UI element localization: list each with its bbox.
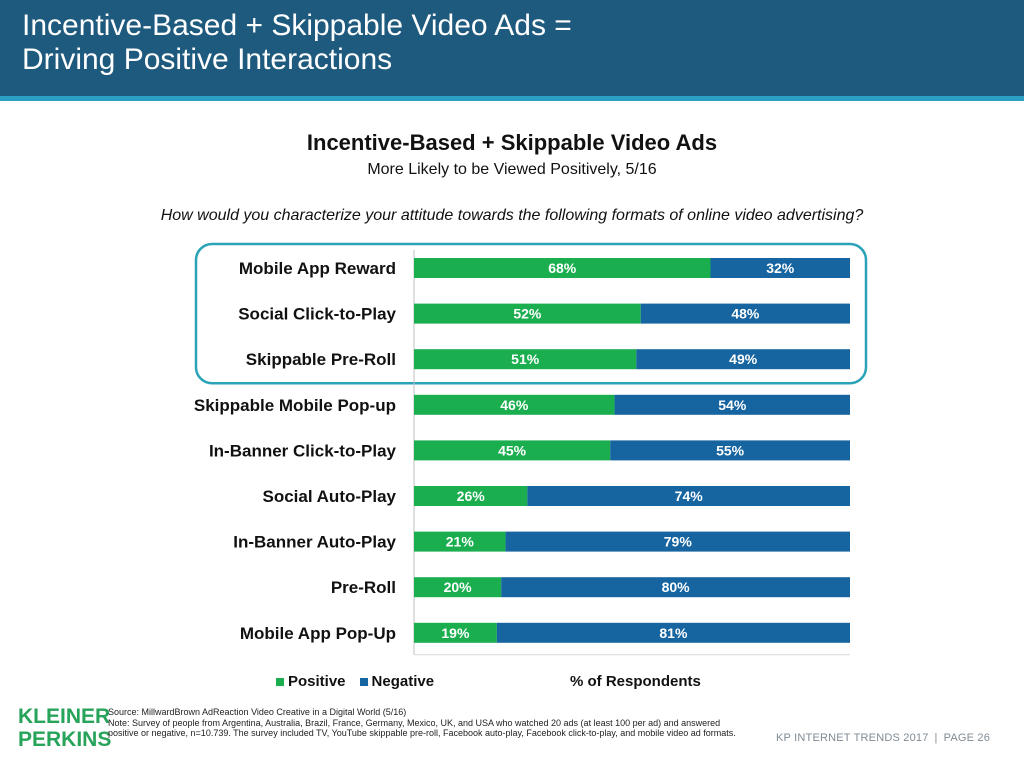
- data-label-negative-social-auto-play: 74%: [675, 488, 704, 504]
- legend-swatch-negative: [359, 677, 368, 686]
- bar-positive-mobile-app-reward: [414, 258, 711, 278]
- bar-negative-in-banner-click-to-play: [610, 440, 850, 461]
- note-text: Note: Survey of people from Argentina, A…: [108, 717, 736, 739]
- bar-positive-in-banner-click-to-play: [414, 440, 611, 461]
- source-notes: Source: MillwardBrown AdReaction Video C…: [108, 707, 748, 739]
- bar-positive-skippable-pre-roll: [414, 349, 637, 370]
- bar-positive-social-click-to-play: [414, 303, 641, 324]
- category-label-in-banner-auto-play: In-Banner Auto-Play: [233, 533, 396, 552]
- data-label-negative-mobile-app-reward: 32%: [766, 260, 795, 276]
- kleiner-perkins-logo: KLEINER PERKINS: [18, 705, 111, 751]
- data-label-positive-in-banner-auto-play: 21%: [446, 534, 475, 550]
- data-label-positive-mobile-app-reward: 68%: [548, 260, 577, 276]
- header-rule: [0, 96, 1024, 101]
- data-label-positive-mobile-app-pop-up: 19%: [441, 625, 470, 641]
- logo-line-2: PERKINS: [18, 728, 112, 751]
- data-label-positive-social-auto-play: 26%: [457, 488, 486, 504]
- source-text: Source: MillwardBrown AdReaction Video C…: [108, 707, 407, 717]
- bar-negative-mobile-app-reward: [710, 258, 850, 278]
- page-title: Incentive-Based + Skippable Video Ads = …: [22, 9, 572, 77]
- bar-positive-mobile-app-pop-up: [414, 622, 497, 643]
- bar-positive-in-banner-auto-play: [414, 531, 506, 552]
- data-label-positive-skippable-mobile-pop-up: 46%: [500, 397, 529, 413]
- chart-title: Incentive-Based + Skippable Video Ads: [306, 130, 718, 155]
- survey-question: How would you characterize your attitude…: [160, 207, 864, 224]
- bar-positive-skippable-mobile-pop-up: [414, 394, 615, 415]
- bar-negative-social-auto-play: [527, 486, 850, 506]
- legend-item-negative: Negative: [359, 673, 435, 690]
- page-title-line-1: Incentive-Based + Skippable Video Ads =: [22, 9, 572, 42]
- legend-label-positive: Positive: [288, 673, 346, 690]
- bar-positive-pre-roll: [414, 577, 502, 598]
- data-label-negative-pre-roll: 80%: [662, 579, 691, 595]
- footer-separator: |: [934, 732, 938, 744]
- data-label-negative-in-banner-auto-play: 79%: [664, 534, 693, 550]
- bar-negative-mobile-app-pop-up: [496, 622, 850, 643]
- category-label-mobile-app-pop-up: Mobile App Pop-Up: [240, 624, 396, 643]
- data-label-positive-social-click-to-play: 52%: [513, 306, 542, 322]
- data-label-positive-skippable-pre-roll: 51%: [511, 351, 540, 367]
- bar-negative-pre-roll: [501, 577, 850, 598]
- category-label-mobile-app-reward: Mobile App Reward: [239, 259, 396, 278]
- axis-label: % of Respondents: [570, 673, 701, 690]
- legend: Positive Negative: [276, 673, 448, 690]
- page-footer: KP INTERNET TRENDS 2017 | PAGE 26: [776, 732, 990, 744]
- data-label-negative-skippable-pre-roll: 49%: [729, 351, 758, 367]
- page-number: PAGE 26: [943, 732, 991, 744]
- category-label-social-auto-play: Social Auto-Play: [262, 487, 396, 506]
- logo-line-1: KLEINER: [18, 705, 111, 728]
- bar-negative-social-click-to-play: [640, 303, 850, 324]
- bar-negative-in-banner-auto-play: [505, 531, 850, 552]
- header-bar: Incentive-Based + Skippable Video Ads = …: [0, 0, 1024, 96]
- data-label-negative-skippable-mobile-pop-up: 54%: [718, 397, 747, 413]
- legend-swatch-positive: [276, 677, 284, 686]
- data-label-negative-in-banner-click-to-play: 55%: [716, 442, 745, 458]
- legend-item-positive: Positive: [276, 673, 346, 690]
- report-name: KP INTERNET TRENDS 2017: [776, 732, 929, 744]
- data-label-positive-pre-roll: 20%: [444, 579, 473, 595]
- data-label-negative-social-click-to-play: 48%: [731, 306, 760, 322]
- chart-subtitle: More Likely to be Viewed Positively, 5/1…: [367, 161, 657, 178]
- page-title-line-2: Driving Positive Interactions: [22, 43, 393, 76]
- category-label-skippable-pre-roll: Skippable Pre-Roll: [246, 350, 396, 369]
- legend-label-negative: Negative: [371, 673, 435, 690]
- category-label-social-click-to-play: Social Click-to-Play: [238, 305, 396, 324]
- category-label-in-banner-click-to-play: In-Banner Click-to-Play: [209, 441, 397, 460]
- bar-positive-social-auto-play: [414, 486, 528, 506]
- category-label-pre-roll: Pre-Roll: [331, 578, 396, 597]
- data-label-positive-in-banner-click-to-play: 45%: [498, 442, 527, 458]
- data-label-negative-mobile-app-pop-up: 81%: [659, 625, 688, 641]
- highlight-box: [194, 242, 868, 385]
- category-label-skippable-mobile-pop-up: Skippable Mobile Pop-up: [194, 396, 396, 415]
- bar-negative-skippable-pre-roll: [636, 349, 850, 370]
- bar-negative-skippable-mobile-pop-up: [614, 394, 850, 415]
